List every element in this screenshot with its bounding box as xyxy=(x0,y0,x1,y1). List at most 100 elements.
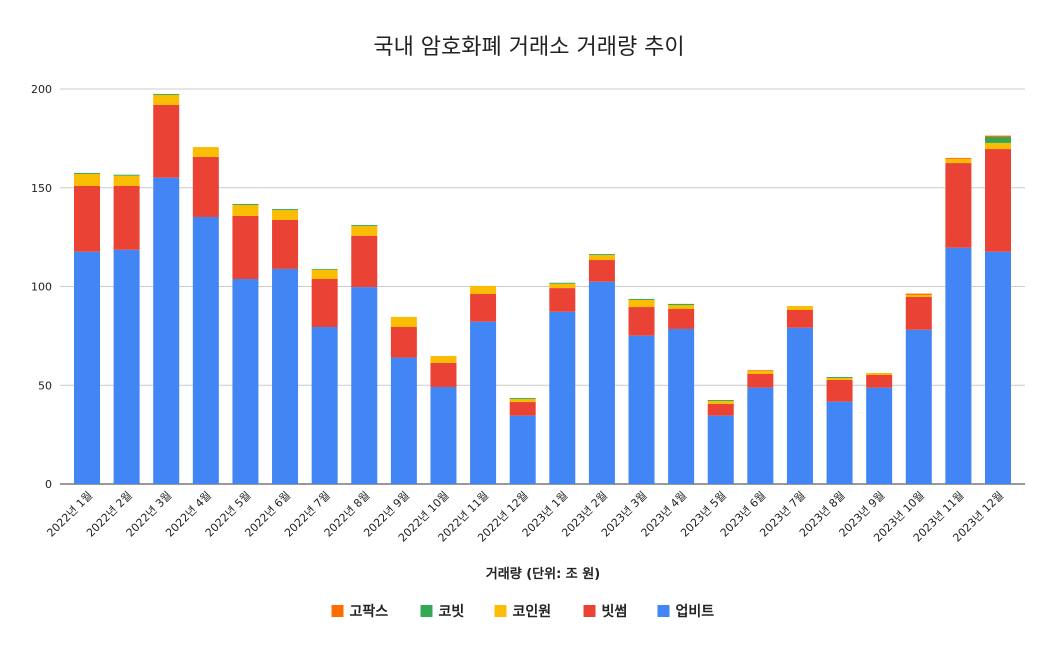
bar-segment xyxy=(272,210,299,220)
bar-segment xyxy=(390,326,417,358)
bar-segment xyxy=(351,287,378,484)
legend-swatch xyxy=(331,605,344,617)
bar-segment xyxy=(588,260,615,282)
bar-segment xyxy=(153,104,180,178)
bar-segment xyxy=(588,255,615,261)
bar-segment xyxy=(390,357,417,484)
legend-swatch xyxy=(420,605,433,617)
bar-segment xyxy=(866,387,893,484)
chart-title: 국내 암호화폐 거래소 거래량 추이 xyxy=(373,35,684,60)
bar-segment xyxy=(628,299,655,308)
y-tick-label: 200 xyxy=(31,83,52,96)
bar-segment xyxy=(549,311,576,484)
bar-segment xyxy=(311,268,338,270)
bar-segment xyxy=(351,226,378,236)
bar-segment xyxy=(351,235,378,288)
bar-segment xyxy=(272,268,299,484)
bar-segment xyxy=(668,309,695,329)
y-tick-label: 100 xyxy=(31,281,52,294)
bar-segment xyxy=(470,321,497,484)
bar-segment xyxy=(509,399,536,403)
legend-label: 업비트 xyxy=(676,604,715,620)
bar-segment xyxy=(192,156,219,217)
legend-item: 코빗 xyxy=(420,603,465,620)
bar-segment xyxy=(786,306,813,311)
bar-segment xyxy=(984,149,1011,252)
bar-segment xyxy=(272,219,299,269)
bar-segment xyxy=(113,175,140,186)
legend-label: 코인원 xyxy=(513,603,552,620)
legend-item: 업비트 xyxy=(657,604,715,620)
bar-segment xyxy=(470,294,497,322)
bar-segment xyxy=(826,377,853,380)
y-tick-label: 150 xyxy=(31,182,52,195)
legend-item: 빗썸 xyxy=(583,603,628,620)
bar-segment xyxy=(747,371,774,374)
bar-segment xyxy=(232,203,259,205)
bars xyxy=(74,93,1011,485)
bar-segment xyxy=(945,163,972,248)
bar-segment xyxy=(74,173,101,186)
bar-segment xyxy=(153,93,180,95)
bar-segment xyxy=(707,415,734,484)
bar-segment xyxy=(232,204,259,216)
bar-segment xyxy=(984,142,1011,150)
legend-item: 고팍스 xyxy=(331,603,389,620)
bar-segment xyxy=(747,370,774,372)
bar-segment xyxy=(74,185,101,252)
bar-segment xyxy=(628,335,655,484)
bar-segment xyxy=(549,282,576,284)
bar-segment xyxy=(153,177,180,485)
bar-segment xyxy=(786,327,813,484)
bar-segment xyxy=(905,293,932,295)
bar-segment xyxy=(232,278,259,484)
bar-segment xyxy=(192,216,219,485)
legend-swatch xyxy=(583,605,596,617)
bar-segment xyxy=(707,404,734,416)
bar-segment xyxy=(272,209,299,211)
bar-segment xyxy=(509,415,536,484)
bar-segment xyxy=(588,254,615,256)
legend-label: 코빗 xyxy=(439,603,465,620)
bar-segment xyxy=(351,225,378,227)
bar-segment xyxy=(866,374,893,388)
bar-segment xyxy=(192,147,219,157)
legend-label: 빗썸 xyxy=(602,603,628,620)
bar-segment xyxy=(311,269,338,279)
bar-segment xyxy=(905,329,932,484)
bar-segment xyxy=(945,247,972,484)
bar-segment xyxy=(74,172,101,174)
bar-segment xyxy=(470,285,497,295)
bar-segment xyxy=(945,157,972,159)
bar-segment xyxy=(549,288,576,312)
bar-segment xyxy=(668,305,695,310)
bar-segment xyxy=(984,135,1011,137)
bar-segment xyxy=(905,294,932,297)
bar-segment xyxy=(509,398,536,400)
bar-segment xyxy=(430,362,457,388)
bar-segment xyxy=(113,185,140,250)
bar-segment xyxy=(549,283,576,289)
bar-segment xyxy=(113,174,140,176)
bar-segment xyxy=(707,400,734,402)
bar-segment xyxy=(786,310,813,328)
bar-segment xyxy=(232,215,259,279)
legend-swatch xyxy=(494,605,507,617)
bar-segment xyxy=(826,379,853,402)
bar-segment xyxy=(628,298,655,300)
legend-item: 코인원 xyxy=(494,603,552,620)
bar-segment xyxy=(628,307,655,336)
bar-segment xyxy=(113,249,140,484)
bar-segment xyxy=(866,373,893,375)
bar-segment xyxy=(153,94,180,105)
bar-segment xyxy=(826,376,853,378)
bar-segment xyxy=(74,251,101,484)
legend-label: 고팍스 xyxy=(350,603,389,620)
legend-swatch xyxy=(657,605,670,617)
gridlines: 0 50 100 150 200 xyxy=(31,83,1025,491)
bar-segment xyxy=(390,316,417,327)
bar-segment xyxy=(707,401,734,405)
bar-segment xyxy=(311,326,338,484)
